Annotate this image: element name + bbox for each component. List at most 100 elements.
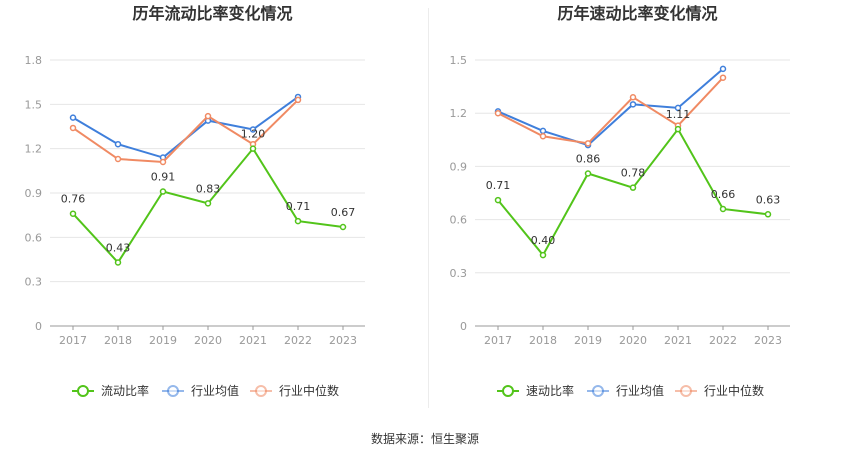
legend-item: 行业中位数 <box>250 383 339 398</box>
data-point <box>584 170 592 177</box>
panel-divider <box>428 8 429 408</box>
quick-ratio-panel: 历年速动比率变化情况 0 0.3 0.6 0.9 1.2 1.5 2017 2018 2019 20… <box>425 0 850 420</box>
data-label: 0.71 <box>486 179 511 192</box>
industry-median-line <box>497 77 724 145</box>
x-tick-label: 2018 <box>529 334 557 347</box>
chart-title: 历年速动比率变化情况 <box>557 4 717 23</box>
data-point <box>114 259 122 266</box>
y-tick-label: 0 <box>460 320 467 333</box>
current-ratio-chart: 历年流动比率变化情况 0 0.3 0.6 0.9 1.2 1.5 1.8 2017 2018 201… <box>25 4 365 398</box>
data-point <box>539 127 547 135</box>
legend-label: 行业中位数 <box>279 383 339 398</box>
quick-ratio-chart: 历年速动比率变化情况 0 0.3 0.6 0.9 1.2 1.5 2017 2018 2019 20… <box>450 4 790 398</box>
data-point <box>294 96 302 104</box>
x-tick-label: 2023 <box>329 334 357 347</box>
data-point <box>629 93 637 101</box>
legend-marker-icon <box>77 385 89 397</box>
legend-item: 行业均值 <box>162 383 239 398</box>
y-tick-label: 1.5 <box>25 98 43 111</box>
data-point <box>539 251 547 259</box>
industry-average-line <box>497 68 724 147</box>
data-point <box>114 155 122 163</box>
y-tick-label: 1.8 <box>25 54 43 67</box>
x-tick-label: 2022 <box>709 334 737 347</box>
data-point <box>114 140 122 148</box>
data-label: 0.63 <box>756 193 781 206</box>
data-source: 数据来源：恒生聚源 <box>370 432 479 446</box>
data-point <box>69 114 77 121</box>
data-point <box>294 217 302 225</box>
data-label: 0.76 <box>61 193 86 206</box>
current-ratio-panel: 历年流动比率变化情况 0 0.3 0.6 0.9 1.2 1.5 1.8 2017 2018 201… <box>0 0 425 420</box>
y-tick-label: 1.2 <box>450 107 468 120</box>
legend-label: 流动比率 <box>101 383 149 398</box>
legend-marker-icon <box>502 385 514 397</box>
data-label: 0.86 <box>576 152 601 165</box>
data-point <box>539 133 547 140</box>
data-point <box>204 112 212 120</box>
y-tick-label: 0.6 <box>25 231 43 244</box>
x-tick-label: 2017 <box>59 334 87 347</box>
x-tick-label: 2021 <box>664 334 692 347</box>
legend-label: 速动比率 <box>526 383 574 398</box>
legend-item: 流动比率 <box>72 383 149 398</box>
data-point <box>69 210 77 217</box>
data-label: 0.91 <box>151 171 176 184</box>
x-tick-label: 2021 <box>239 334 267 347</box>
y-tick-label: 1.2 <box>25 143 43 156</box>
data-point <box>719 65 727 73</box>
x-tick-label: 2022 <box>284 334 312 347</box>
data-point <box>249 126 257 133</box>
data-point <box>159 158 167 166</box>
legend-marker-icon <box>592 385 604 397</box>
data-label: 0.83 <box>196 182 221 195</box>
data-label: 0.71 <box>286 200 311 213</box>
data-label: 0.67 <box>331 206 356 219</box>
data-point <box>674 104 682 112</box>
legend-item: 行业中位数 <box>675 383 764 398</box>
legend-item: 速动比率 <box>497 383 574 398</box>
legend-item: 行业均值 <box>587 383 664 398</box>
y-tick-label: 0.6 <box>450 214 468 227</box>
x-tick-label: 2018 <box>104 334 132 347</box>
data-point <box>494 196 502 204</box>
x-tick-label: 2023 <box>754 334 782 347</box>
x-tick-label: 2017 <box>484 334 512 347</box>
legend-marker-icon <box>167 385 179 397</box>
legend-label: 行业均值 <box>616 383 664 398</box>
data-point <box>629 101 637 108</box>
x-tick-label: 2019 <box>574 334 602 347</box>
data-point <box>674 125 682 133</box>
legend-label: 行业均值 <box>191 383 239 398</box>
y-tick-label: 0.9 <box>450 160 468 173</box>
data-point <box>764 211 772 218</box>
data-point <box>249 145 257 152</box>
y-tick-label: 0.9 <box>25 187 43 200</box>
data-point <box>719 74 727 81</box>
data-point <box>159 188 167 195</box>
legend-label: 行业中位数 <box>704 383 764 398</box>
x-tick-label: 2020 <box>194 334 222 347</box>
x-tick-label: 2019 <box>149 334 177 347</box>
data-point <box>719 205 727 213</box>
data-point <box>69 124 77 132</box>
data-point <box>494 109 502 117</box>
y-tick-label: 0.3 <box>450 267 468 280</box>
legend-marker-icon <box>680 385 692 397</box>
data-label: 0.66 <box>711 188 736 201</box>
data-label: 0.40 <box>531 234 556 247</box>
data-label: 1.11 <box>666 108 691 121</box>
data-point <box>629 184 637 191</box>
data-point <box>584 140 592 147</box>
data-point <box>204 200 212 207</box>
data-label: 0.78 <box>621 167 646 180</box>
data-point <box>339 223 347 231</box>
y-tick-label: 0.3 <box>25 276 43 289</box>
x-tick-label: 2020 <box>619 334 647 347</box>
data-label: 1.20 <box>241 128 266 141</box>
data-label: 0.43 <box>106 241 131 254</box>
legend-marker-icon <box>255 385 267 397</box>
y-tick-label: 1.5 <box>450 54 468 67</box>
y-tick-label: 0 <box>35 320 42 333</box>
industry-median-line <box>72 99 299 163</box>
